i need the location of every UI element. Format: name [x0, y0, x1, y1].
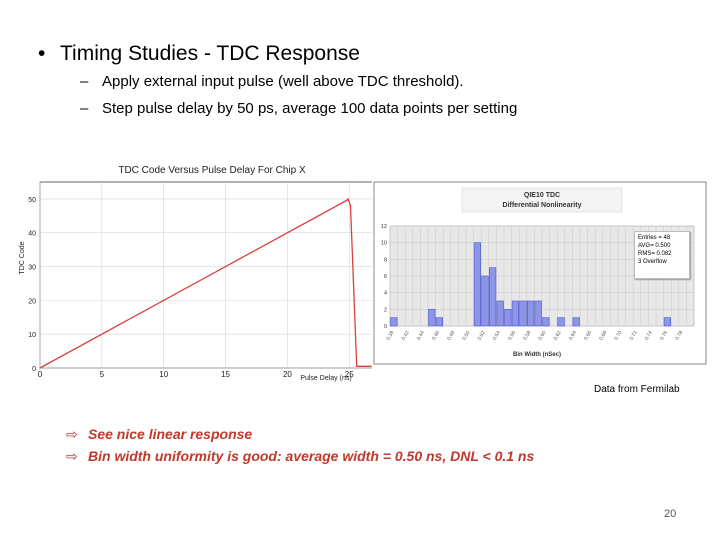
sub-dash: – — [80, 73, 89, 90]
chart2-bar — [534, 300, 542, 327]
arrow-icon: ⇨ — [66, 448, 78, 464]
chart2-ytick-label: 2 — [384, 307, 387, 313]
chart1-xtick-label: 10 — [159, 370, 168, 379]
chart2-xtick-label: 0.68 — [598, 330, 608, 342]
chart1-ytick-label: 30 — [28, 265, 36, 272]
chart2-xtick-label: 0.66 — [583, 330, 593, 342]
chart1-xtick-label: 15 — [221, 370, 230, 379]
chart2-xtick-label: 0.46 — [431, 330, 441, 342]
chart1-ytick-label: 40 — [28, 231, 36, 238]
source-note: Data from Fermilab — [594, 384, 680, 395]
chart2-xtick-label: 0.42 — [401, 330, 411, 342]
chart2-xtick-label: 0.44 — [416, 330, 426, 342]
chart1-ytick-label: 20 — [28, 298, 36, 305]
chart2-title: QIE10 TDC — [524, 192, 560, 199]
chart1-ytick-label: 50 — [28, 197, 36, 204]
chart2-xtick-label: 0.74 — [644, 330, 654, 342]
note-2: ⇨ Bin width uniformity is good: average w… — [66, 448, 534, 465]
chart2-ytick-label: 4 — [384, 291, 387, 297]
chart2-bar — [435, 317, 443, 327]
chart2-bar — [489, 267, 497, 327]
chart2-bar — [496, 300, 504, 327]
chart2-ytick-label: 10 — [381, 241, 387, 247]
chart2-xtick-label: 0.58 — [522, 330, 532, 342]
bullet-dot: • — [38, 42, 46, 65]
chart1-xtick-label: 0 — [38, 370, 43, 379]
chart2-ytick-label: 6 — [384, 274, 387, 280]
chart2-ytick-label: 12 — [381, 224, 387, 230]
chart2-bar — [519, 300, 527, 327]
slide-title: • Timing Studies - TDC Response — [38, 42, 360, 66]
subpoint-1: – Apply external input pulse (well above … — [80, 73, 464, 90]
tdc-response-chart: TDC Code Versus Pulse Delay For Chip X T… — [19, 165, 372, 382]
chart2-xtick-label: 0.72 — [629, 330, 639, 342]
page-number: 20 — [664, 508, 677, 520]
stats-box: Entries = 48 AVG= 0.500 RMS= 0.082 3 Ove… — [634, 231, 690, 279]
stats-overflow: 3 Overflow — [638, 259, 667, 265]
slide-title-text: Timing Studies - TDC Response — [60, 42, 360, 65]
chart2-xtick-label: 0.56 — [507, 330, 517, 342]
chart1-xtick-label: 5 — [100, 370, 105, 379]
chart2-bar — [527, 300, 535, 327]
chart2-xtick-label: 0.78 — [674, 330, 684, 342]
chart2-xtick-label: 0.76 — [659, 330, 669, 342]
chart2-xtick-label: 0.52 — [477, 330, 487, 342]
subpoint-text: Apply external input pulse (well above T… — [102, 73, 464, 90]
note-text: See nice linear response — [88, 426, 253, 442]
chart2-bar — [572, 317, 580, 327]
chart2-bar — [473, 242, 481, 327]
chart2-xlabel: Bin Width (nSec) — [513, 352, 561, 358]
chart2-xtick-label: 0.48 — [446, 330, 456, 342]
chart1-ylabel: TDC Code — [19, 241, 26, 274]
chart2-title-box — [461, 187, 623, 213]
note-text: Bin width uniformity is good: average wi… — [88, 448, 535, 464]
chart1-series-line — [39, 197, 372, 369]
chart2-bar — [504, 309, 512, 327]
chart2-bar — [511, 300, 520, 327]
chart1-xtick-label: 20 — [283, 370, 292, 379]
chart2-xtick-label: 0.54 — [492, 330, 502, 342]
subpoint-text: Step pulse delay by 50 ps, average 100 d… — [102, 100, 518, 117]
chart2-bar — [663, 317, 672, 327]
stats-entries: Entries = 48 — [638, 235, 671, 241]
subpoint-2: – Step pulse delay by 50 ps, average 100 … — [80, 100, 517, 117]
chart2-ytick-label: 0 — [384, 324, 387, 330]
stats-avg: AVG= 0.500 — [638, 243, 671, 249]
stats-rms: RMS= 0.082 — [638, 251, 672, 257]
note-1: ⇨ See nice linear response — [66, 426, 252, 443]
chart1-xlabel: Pulse Delay (ns) — [300, 375, 351, 382]
chart2-xtick-label: 0.39 — [385, 330, 395, 342]
chart1-ytick-label: 10 — [28, 332, 36, 339]
chart2-bar — [390, 317, 398, 327]
chart2-bar — [428, 309, 436, 327]
chart1-xtick-label: 25 — [345, 370, 354, 379]
chart2-xtick-label: 0.64 — [568, 330, 578, 342]
chart2-bar — [481, 275, 489, 327]
chart2-xtick-label: 0.62 — [553, 330, 563, 342]
chart1-plot-area — [39, 181, 372, 369]
chart2-bar — [557, 317, 565, 327]
chart1-ytick-label: 0 — [32, 366, 36, 373]
sub-dash: – — [80, 100, 89, 117]
chart2-subtitle: Differential Nonlinearity — [503, 202, 582, 209]
arrow-icon: ⇨ — [66, 426, 78, 442]
chart2-xtick-label: 0.50 — [461, 330, 471, 342]
chart2-bar — [542, 317, 550, 327]
chart2-ytick-label: 8 — [384, 257, 387, 263]
chart2-xtick-label: 0.60 — [537, 330, 547, 342]
chart1-title: TDC Code Versus Pulse Delay For Chip X — [118, 165, 306, 176]
chart2-xtick-label: 0.70 — [613, 330, 623, 342]
